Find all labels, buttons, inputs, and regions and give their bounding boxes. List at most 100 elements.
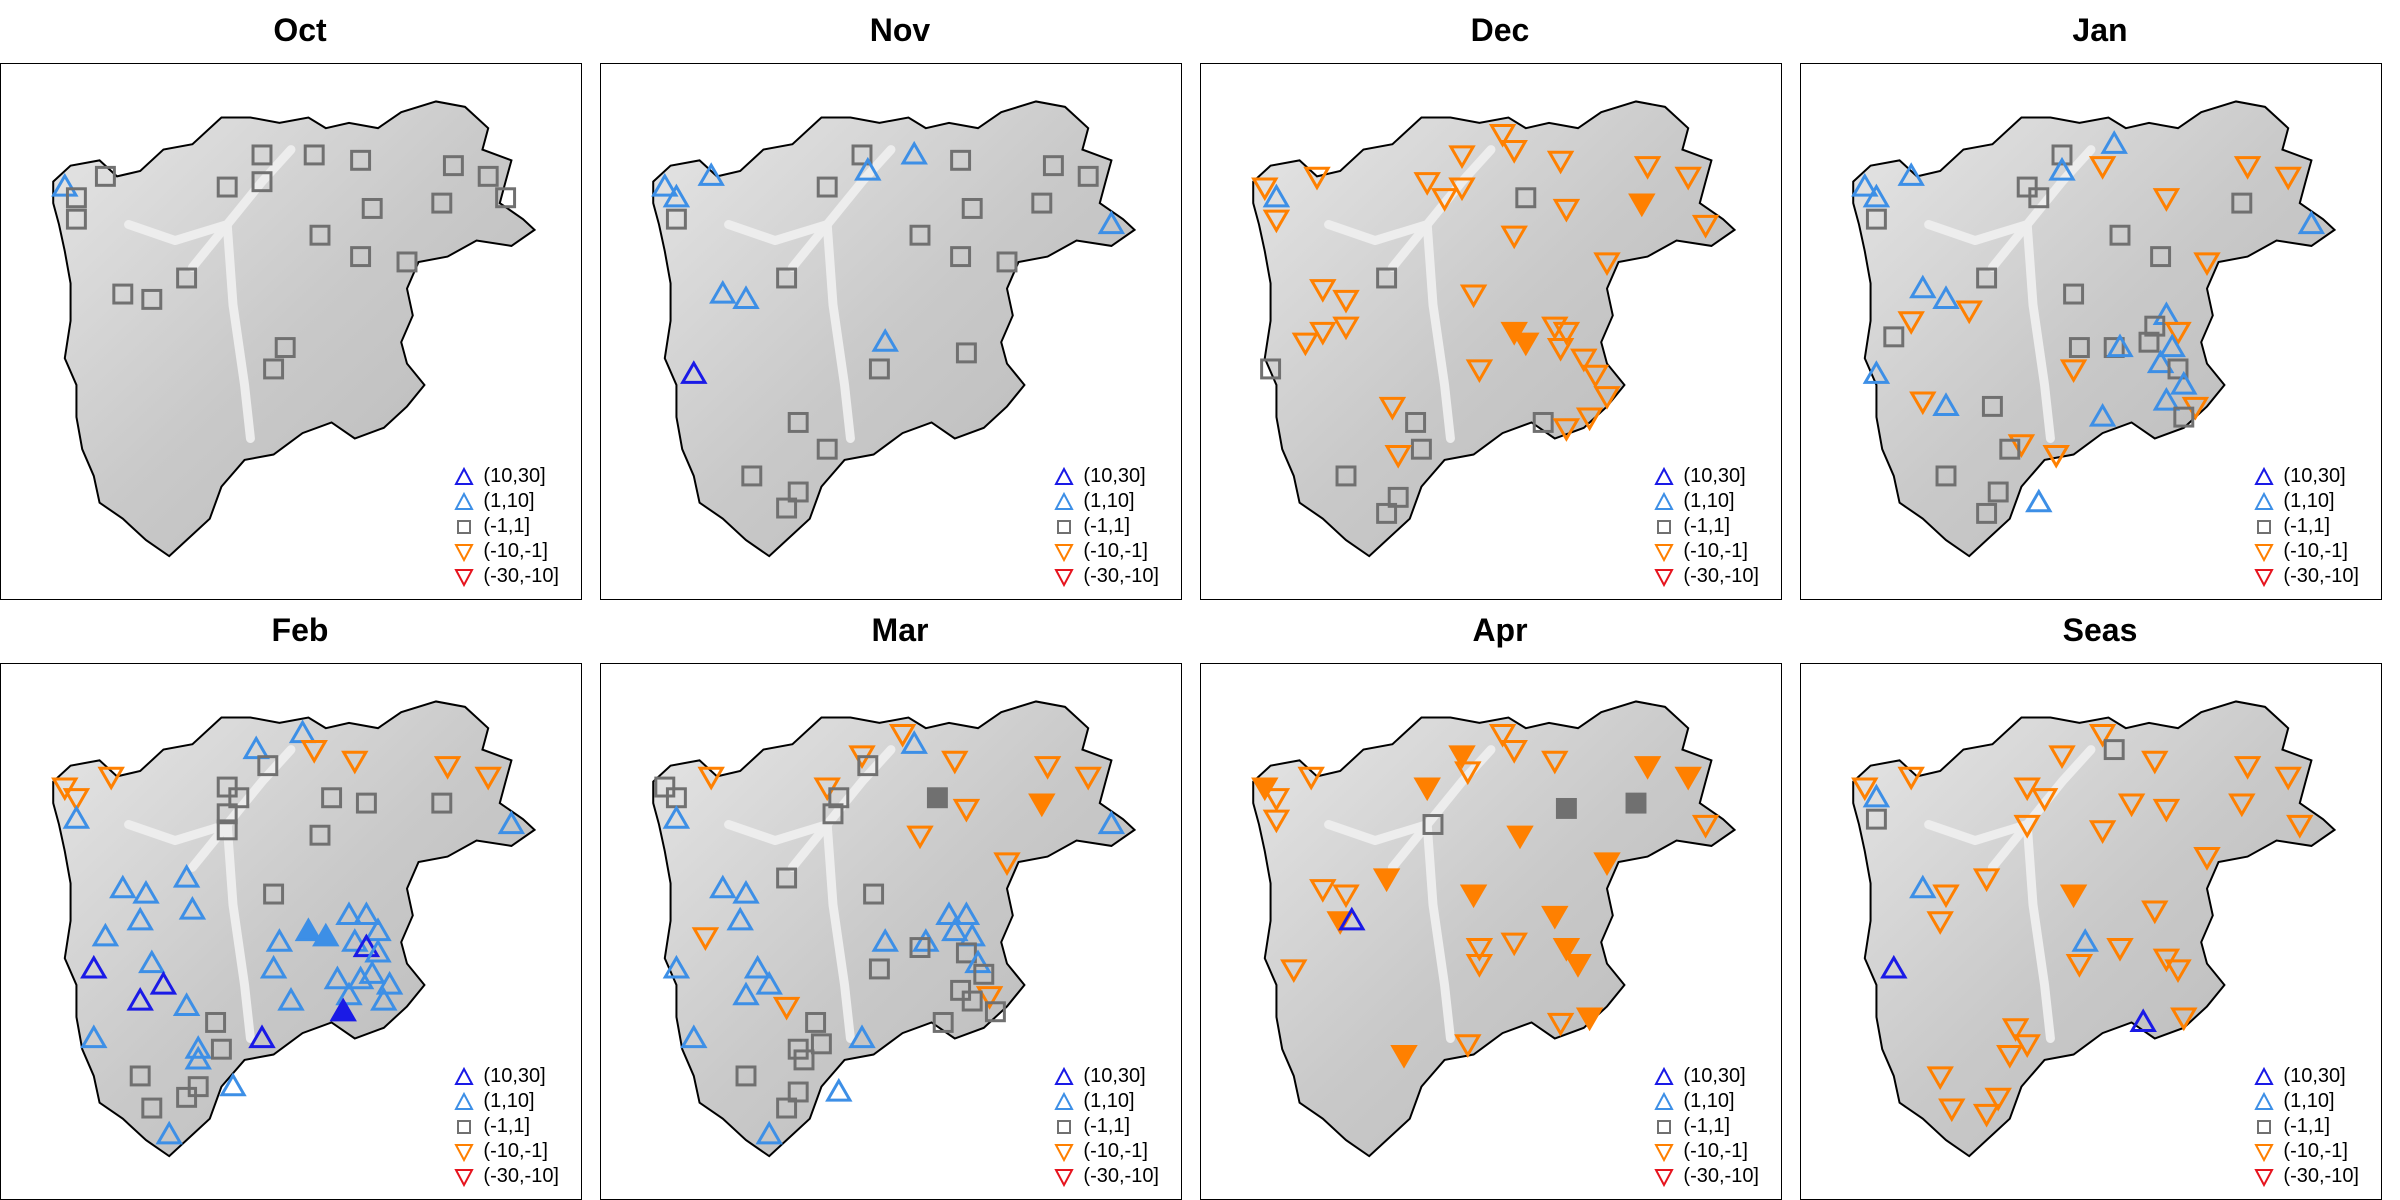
station-marker-triangle-down bbox=[2286, 814, 2314, 839]
map-canvas bbox=[1851, 700, 2337, 1158]
valley-shading bbox=[1387, 145, 1496, 272]
triangle-down-icon bbox=[1654, 543, 1675, 562]
station-marker-triangle-down bbox=[1309, 279, 1337, 303]
station-marker-triangle-down bbox=[1564, 954, 1592, 978]
station-marker-triangle-up bbox=[1909, 874, 1937, 899]
station-marker-triangle-down bbox=[1332, 289, 1360, 314]
station-marker-square bbox=[2231, 192, 2253, 214]
legend-label: (-10,-1] bbox=[1683, 540, 1748, 562]
station-marker-triangle-down bbox=[1575, 1007, 1604, 1032]
map-frame: (10,30] (1,10] (-1,1] (-10,-1] (-30,-10] bbox=[1800, 63, 2382, 600]
station-marker-triangle-down bbox=[2152, 798, 2181, 823]
station-marker-square bbox=[274, 337, 296, 359]
legend-item: (-1,1] bbox=[2253, 1114, 2359, 1139]
legend-item: (1,10] bbox=[453, 489, 559, 514]
station-marker-square bbox=[1935, 465, 1957, 487]
triangle-up-icon bbox=[454, 1091, 475, 1110]
map-frame: (10,30] (1,10] (-1,1] (-10,-1] (-30,-10] bbox=[1200, 663, 1782, 1200]
map-canvas bbox=[1851, 100, 2337, 558]
station-marker-triangle-up bbox=[1862, 783, 1891, 808]
valley-shading bbox=[1422, 820, 1455, 1043]
legend-item: (-1,1] bbox=[1653, 514, 1759, 539]
station-marker-triangle-up bbox=[1338, 906, 1366, 931]
station-marker-triangle-up bbox=[709, 874, 737, 899]
station-marker-square bbox=[94, 165, 116, 187]
station-marker-triangle-up bbox=[329, 997, 357, 1022]
station-marker-square bbox=[955, 942, 977, 964]
valley-shading bbox=[1422, 220, 1455, 443]
station-marker-square bbox=[2028, 187, 2050, 209]
station-marker-triangle-up bbox=[743, 954, 772, 979]
station-marker-triangle-down bbox=[1552, 937, 1581, 962]
valley-shading bbox=[724, 820, 832, 846]
station-marker-triangle-up bbox=[259, 954, 288, 979]
station-marker-triangle-up bbox=[871, 928, 899, 952]
station-marker-square bbox=[1883, 326, 1905, 348]
legend-label: (1,10] bbox=[1683, 1090, 1735, 1112]
map-canvas bbox=[652, 700, 1137, 1158]
station-marker-square bbox=[2150, 246, 2172, 268]
station-marker-square bbox=[2138, 331, 2160, 353]
triangle-down-icon bbox=[454, 543, 475, 562]
triangle-down-icon bbox=[1654, 1168, 1675, 1187]
station-marker-triangle-down bbox=[1996, 1044, 2024, 1069]
station-marker-square bbox=[1976, 502, 1998, 524]
legend-item: (-1,1] bbox=[2253, 514, 2359, 539]
legend-item: (1,10] bbox=[2253, 489, 2359, 514]
valley-shading bbox=[822, 220, 855, 443]
station-marker-triangle-down bbox=[1541, 750, 1569, 775]
panel-title: Apr bbox=[1472, 612, 1528, 648]
station-marker-square bbox=[1422, 814, 1444, 835]
station-marker-triangle-down bbox=[1448, 177, 1476, 202]
map-canvas bbox=[651, 100, 1137, 558]
legend-label: (10,30] bbox=[1683, 1065, 1746, 1087]
square-icon bbox=[2257, 1119, 2272, 1134]
station-marker-square bbox=[321, 787, 343, 809]
station-marker-triangle-down bbox=[1378, 396, 1407, 421]
map-legend: (10,30] (1,10] (-1,1] (-10,-1] (-30,-10] bbox=[1653, 464, 1759, 589]
triangle-down-icon bbox=[1654, 1143, 1675, 1162]
station-marker-square bbox=[355, 792, 377, 814]
station-marker-triangle-down bbox=[1459, 284, 1488, 309]
triangle-up-icon bbox=[1054, 466, 1075, 485]
station-marker-triangle-down bbox=[97, 766, 125, 791]
station-marker-square bbox=[787, 481, 809, 503]
station-marker-triangle-up bbox=[184, 1045, 212, 1070]
station-marker-triangle-down bbox=[1552, 198, 1581, 223]
station-marker-triangle-up bbox=[2158, 333, 2186, 358]
legend-label: (-1,1] bbox=[2283, 515, 2331, 537]
legend-label: (-10,-1] bbox=[1083, 540, 1148, 562]
triangle-down-icon bbox=[454, 1168, 475, 1187]
station-marker-triangle-up bbox=[352, 901, 381, 926]
station-marker-square bbox=[863, 883, 885, 905]
station-marker-triangle-down bbox=[1628, 193, 1656, 218]
station-marker-square bbox=[2173, 406, 2195, 428]
legend-item: (10,30] bbox=[1653, 464, 1759, 489]
station-marker-triangle-up bbox=[352, 933, 381, 958]
station-marker-triangle-down bbox=[2152, 188, 2181, 212]
station-marker-square bbox=[216, 776, 238, 798]
station-marker-square bbox=[787, 1038, 809, 1060]
station-marker-triangle-up bbox=[1932, 392, 1960, 416]
station-marker-triangle-down bbox=[2233, 156, 2262, 180]
station-marker-square bbox=[1031, 192, 1053, 214]
station-marker-triangle-down bbox=[1028, 793, 1056, 818]
triangle-down-icon bbox=[2254, 1143, 2275, 1162]
station-marker-triangle-down bbox=[2228, 793, 2256, 818]
station-marker-triangle-up bbox=[755, 970, 783, 995]
station-marker-triangle-up bbox=[265, 928, 294, 952]
legend-item: (1,10] bbox=[1653, 1089, 1759, 1114]
station-marker-square bbox=[996, 251, 1018, 273]
square-icon bbox=[1657, 1119, 1672, 1134]
station-marker-triangle-down bbox=[2042, 444, 2070, 469]
station-marker-triangle-down bbox=[2141, 750, 2169, 775]
station-marker-square bbox=[2103, 739, 2125, 761]
station-marker-triangle-up bbox=[952, 901, 981, 926]
valley-shading bbox=[2022, 220, 2055, 443]
region-outline bbox=[1252, 100, 1737, 558]
station-marker-triangle-down bbox=[1593, 852, 1621, 877]
station-marker-triangle-down bbox=[2164, 959, 2192, 984]
station-marker-triangle-up bbox=[709, 279, 737, 304]
station-marker-triangle-up bbox=[2129, 1008, 2157, 1033]
station-marker-triangle-down bbox=[433, 756, 462, 780]
